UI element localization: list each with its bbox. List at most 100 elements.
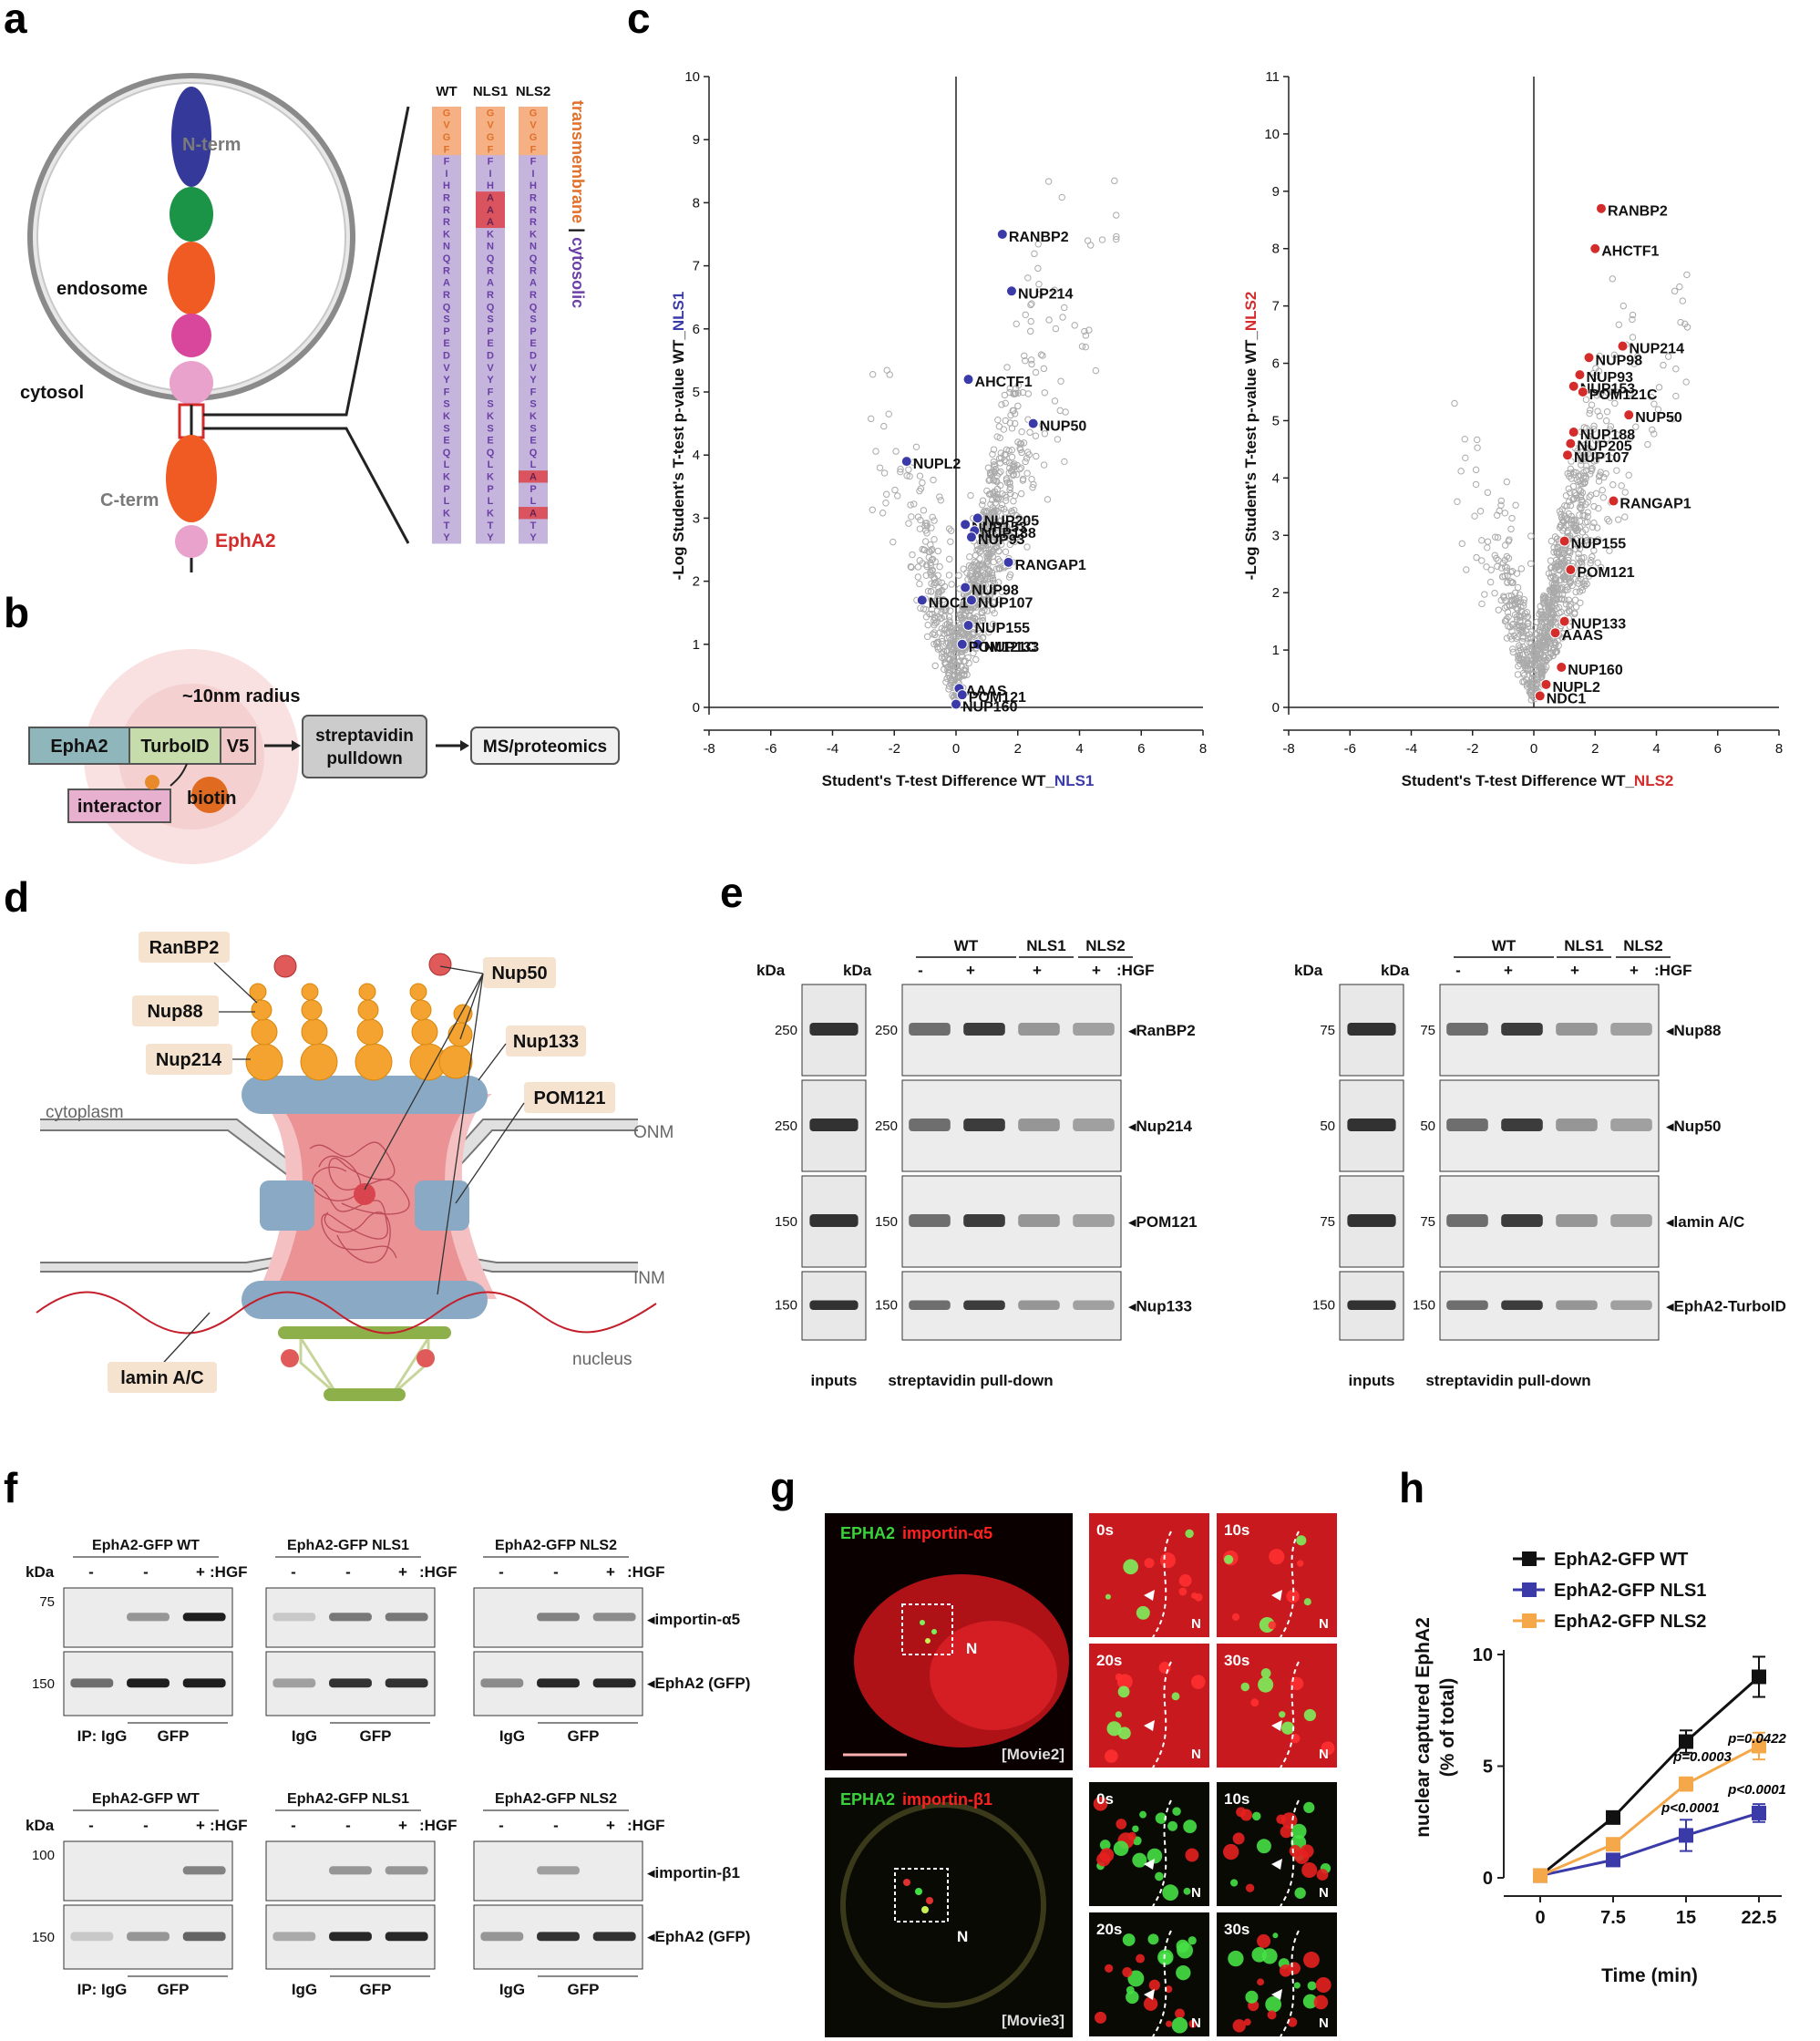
- seq-letter: A: [443, 278, 450, 289]
- g-spot: [1171, 1692, 1180, 1701]
- blot-band: [1018, 1300, 1060, 1310]
- seq-cell: [519, 252, 548, 265]
- seq-letter: N: [487, 242, 494, 253]
- volcano-highlight-label: AAAS: [965, 684, 1007, 699]
- volcano-point: [998, 401, 1005, 408]
- blot-band: [127, 1678, 170, 1688]
- volcano-point: [1556, 566, 1563, 574]
- seq-letter: F: [488, 144, 494, 155]
- f-target-top: ◂importin-β1: [647, 1864, 740, 1881]
- volcano-point: [927, 568, 934, 575]
- volcano-point: [945, 572, 953, 579]
- domain-sam: [175, 525, 208, 558]
- volcano-point: [1554, 561, 1561, 568]
- volcano-x-tick-label: 6: [1137, 741, 1145, 757]
- volcano-point: [973, 584, 982, 593]
- volcano-point: [1027, 327, 1034, 335]
- volcano-point: [1556, 523, 1564, 531]
- volcano-point: [995, 564, 1003, 572]
- volcano-highlight-point: [1540, 678, 1552, 690]
- volcano-point: [1677, 318, 1684, 326]
- seq-cell: [519, 155, 548, 169]
- volcano-point: [1527, 532, 1535, 540]
- volcano-point: [1597, 563, 1605, 572]
- volcano-point: [1592, 457, 1600, 464]
- volcano-point: [1039, 421, 1046, 429]
- volcano-point: [1599, 487, 1606, 494]
- domain-kinase: [166, 435, 217, 522]
- volcano-point: [982, 541, 990, 549]
- volcano-highlight-point: [1558, 535, 1570, 547]
- pore-cargo: [354, 1183, 375, 1205]
- volcano-point: [905, 466, 912, 473]
- volcano-point: [1611, 399, 1619, 407]
- seq-cell: [432, 336, 461, 350]
- volcano-point: [1603, 407, 1611, 416]
- volcano-point: [1023, 455, 1031, 462]
- epha2-box-label: EphA2: [50, 737, 108, 757]
- seq-cell: [519, 361, 548, 375]
- seq-letter: S: [530, 423, 536, 434]
- blot-band: [1610, 1118, 1652, 1131]
- volcano-point: [1494, 533, 1502, 541]
- streptavidin-box: [302, 715, 427, 778]
- volcano-x-tick-label: 0: [952, 741, 960, 757]
- seq-cell: [476, 300, 505, 314]
- volcano-point: [1615, 516, 1622, 523]
- blot-band: [329, 1932, 372, 1942]
- volcano-point: [1683, 271, 1691, 279]
- g-bottom-spot-2: [915, 1888, 922, 1895]
- volcano-point: [1554, 543, 1561, 551]
- volcano-point: [979, 501, 986, 509]
- e-pd-marker: 250: [875, 1118, 898, 1134]
- volcano-point: [1606, 426, 1614, 433]
- volcano-highlight-label: NUP50: [1635, 410, 1682, 426]
- volcano-point: [1040, 461, 1048, 469]
- panel-f: EphA2-GFP WT - - + IP: IgG GFP EphA2-GFP NLS1 -…: [26, 1538, 750, 1998]
- volcano-point: [1589, 553, 1596, 561]
- label-pom121: POM121: [534, 1088, 606, 1108]
- volcano-point: [1593, 392, 1600, 399]
- volcano-x-tick-label: -6: [765, 741, 776, 757]
- g-spot: [1287, 2017, 1298, 2027]
- volcano-point: [946, 619, 953, 626]
- volcano-point: [919, 545, 926, 553]
- volcano-point: [1587, 560, 1594, 567]
- f-igg-label: IP: IgG: [77, 1981, 128, 1998]
- seq-letter: R: [530, 193, 537, 204]
- volcano-point: [1567, 549, 1574, 557]
- seq-letter: F: [530, 157, 537, 168]
- label-box-lamin: [108, 1362, 217, 1393]
- blot-f: EphA2-GFP WT - - + IP: IgG GFP EphA2-GFP NLS1 -…: [26, 1538, 750, 1998]
- label-box-nup214: [146, 1044, 232, 1075]
- panel-h: 0 5 10 0 7.5 15 22.5 EphA2-GFP WT EphA2-GFP NLS1…: [1413, 1550, 1787, 1986]
- volcano-point: [1519, 602, 1527, 610]
- seq-letter: V: [443, 120, 450, 131]
- volcano-point: [1555, 642, 1562, 649]
- volcano-point: [1497, 501, 1505, 509]
- blot-band: [1556, 1023, 1598, 1036]
- g-spot: [1123, 1559, 1138, 1575]
- f-target-top: ◂importin-α5: [647, 1611, 740, 1628]
- volcano-point: [1681, 320, 1689, 328]
- volcano-x-tick-label: 4: [1075, 741, 1083, 757]
- volcano-highlight-label: NUP188: [981, 526, 1036, 541]
- volcano-point: [998, 500, 1006, 509]
- volcano-point: [1609, 481, 1617, 489]
- volcano-point: [945, 525, 953, 532]
- volcano-point: [974, 592, 982, 599]
- volcano-highlight-point: [1583, 352, 1595, 364]
- blot-band: [1018, 1214, 1060, 1227]
- seq-cell: [519, 191, 548, 204]
- volcano-point: [1008, 447, 1015, 454]
- volcano-point: [882, 500, 889, 507]
- label-nup50: Nup50: [491, 964, 547, 984]
- volcano-point: [1621, 489, 1629, 496]
- blot-band: [480, 1932, 524, 1942]
- volcano-point: [1508, 635, 1516, 643]
- volcano-point: [934, 547, 942, 555]
- volcano-point: [1588, 467, 1595, 475]
- volcano-point: [1629, 311, 1637, 319]
- g-tile-n: N: [1319, 1616, 1329, 1632]
- volcano-point: [1092, 366, 1100, 375]
